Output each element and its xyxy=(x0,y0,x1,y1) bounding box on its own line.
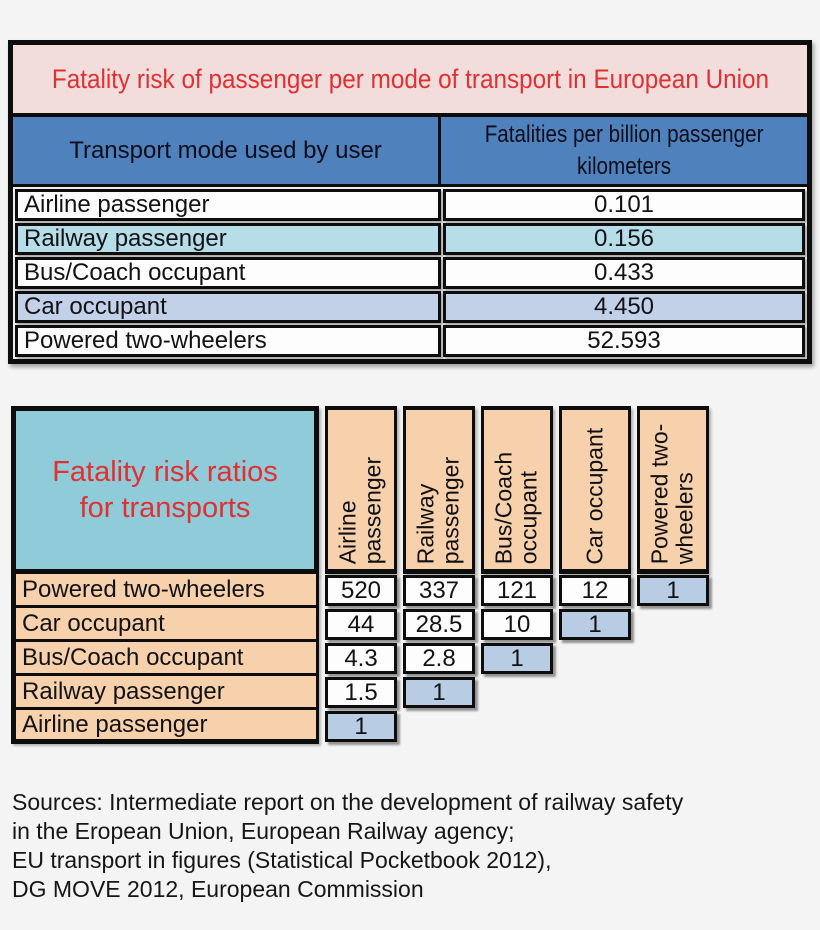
table2-body: Powered two-wheelers 520 337 121 12 1 Ca… xyxy=(11,574,711,744)
column-header-powered-two-wheelers: Powered two- wheelers xyxy=(637,406,709,574)
table1-col-header-fatalities: Fatalities per billion passenger kilomet… xyxy=(441,117,807,184)
mode-label: Bus/Coach occupant xyxy=(15,257,441,289)
column-header-airline-passenger: Airline passenger xyxy=(325,406,397,574)
ratio-cell: 44 xyxy=(325,609,397,640)
column-header-bus-coach-occupant: Bus/Coach occupant xyxy=(481,406,553,574)
table-row-railway: Railway passenger 0.156 xyxy=(15,223,805,255)
table1-col-header-fatalities-text: Fatalities per billion passenger kilomet… xyxy=(484,121,764,180)
ratio-cell: 28.5 xyxy=(403,609,475,640)
column-header-airline-passenger-text: Airline passenger xyxy=(334,457,386,565)
sources-line-1: Sources: Intermediate report on the deve… xyxy=(12,789,684,815)
ratio-row-label: Car occupant xyxy=(11,608,319,642)
table-row-car: Car occupant 4.450 xyxy=(15,291,805,323)
table1-col-header-transport-mode: Transport mode used by user xyxy=(13,117,441,184)
ratio-row-bus-coach-occupant: Bus/Coach occupant 4.3 2.8 1 xyxy=(11,642,711,676)
fatality-value: 4.450 xyxy=(443,291,805,323)
ratio-row-label: Railway passenger xyxy=(11,676,319,710)
mode-label: Airline passenger xyxy=(15,189,441,221)
fatality-value: 0.433 xyxy=(443,257,805,289)
ratio-row-label: Powered two-wheelers xyxy=(11,574,319,608)
fatality-risk-ratios-table: Fatality risk ratios for transports Airl… xyxy=(11,406,711,744)
table1-header-row: Transport mode used by user Fatalities p… xyxy=(13,117,807,187)
ratio-row-label: Airline passenger xyxy=(11,710,319,744)
sources-line-2: in the Eropean Union, European Railway a… xyxy=(12,818,515,844)
table2-title: Fatality risk ratios for transports xyxy=(11,406,319,574)
column-header-railway-passenger: Railway passenger xyxy=(403,406,475,574)
table1-body: Airline passenger 0.101 Railway passenge… xyxy=(13,189,807,357)
mode-label: Car occupant xyxy=(15,291,441,323)
column-header-car-occupant-text: Car occupant xyxy=(581,427,608,565)
ratio-row-label: Bus/Coach occupant xyxy=(11,642,319,676)
column-header-bus-coach-occupant-text: Bus/Coach occupant xyxy=(490,451,542,565)
table2-header-row: Fatality risk ratios for transports Airl… xyxy=(11,406,711,574)
sources-line-4: DG MOVE 2012, European Commission xyxy=(12,876,424,902)
mode-label: Powered two-wheelers xyxy=(15,325,441,357)
ratio-cell-diagonal: 1 xyxy=(481,643,553,674)
fatality-value: 0.101 xyxy=(443,189,805,221)
table1-title: Fatality risk of passenger per mode of t… xyxy=(13,45,807,117)
fatality-value: 52.593 xyxy=(443,325,805,357)
mode-label: Railway passenger xyxy=(15,223,441,255)
column-header-car-occupant: Car occupant xyxy=(559,406,631,574)
ratio-cell: 337 xyxy=(403,575,475,606)
ratio-cell: 121 xyxy=(481,575,553,606)
fatality-risk-table: Fatality risk of passenger per mode of t… xyxy=(8,40,812,364)
ratio-cell-diagonal: 1 xyxy=(637,575,709,606)
table1-title-text: Fatality risk of passenger per mode of t… xyxy=(51,63,769,94)
ratio-cell: 4.3 xyxy=(325,643,397,674)
table-row-airline: Airline passenger 0.101 xyxy=(15,189,805,221)
ratio-cell: 2.8 xyxy=(403,643,475,674)
ratio-row-airline-passenger: Airline passenger 1 xyxy=(11,710,711,744)
ratio-cell: 1.5 xyxy=(325,677,397,708)
fatality-value: 0.156 xyxy=(443,223,805,255)
ratio-cell-diagonal: 1 xyxy=(403,677,475,708)
ratio-row-car-occupant: Car occupant 44 28.5 10 1 xyxy=(11,608,711,642)
ratio-cell: 12 xyxy=(559,575,631,606)
ratio-row-railway-passenger: Railway passenger 1.5 1 xyxy=(11,676,711,710)
ratio-cell-diagonal: 1 xyxy=(325,711,397,742)
ratio-cell: 10 xyxy=(481,609,553,640)
table-row-powered-two-wheelers: Powered two-wheelers 52.593 xyxy=(15,325,805,357)
sources-note: Sources: Intermediate report on the deve… xyxy=(12,788,820,904)
ratio-cell: 520 xyxy=(325,575,397,606)
column-header-railway-passenger-text: Railway passenger xyxy=(412,457,464,565)
table-row-bus-coach: Bus/Coach occupant 0.433 xyxy=(15,257,805,289)
sources-line-3: EU transport in figures (Statistical Poc… xyxy=(12,847,552,873)
column-header-powered-two-wheelers-text: Powered two- wheelers xyxy=(646,423,698,565)
ratio-row-powered-two-wheelers: Powered two-wheelers 520 337 121 12 1 xyxy=(11,574,711,608)
ratio-cell-diagonal: 1 xyxy=(559,609,631,640)
